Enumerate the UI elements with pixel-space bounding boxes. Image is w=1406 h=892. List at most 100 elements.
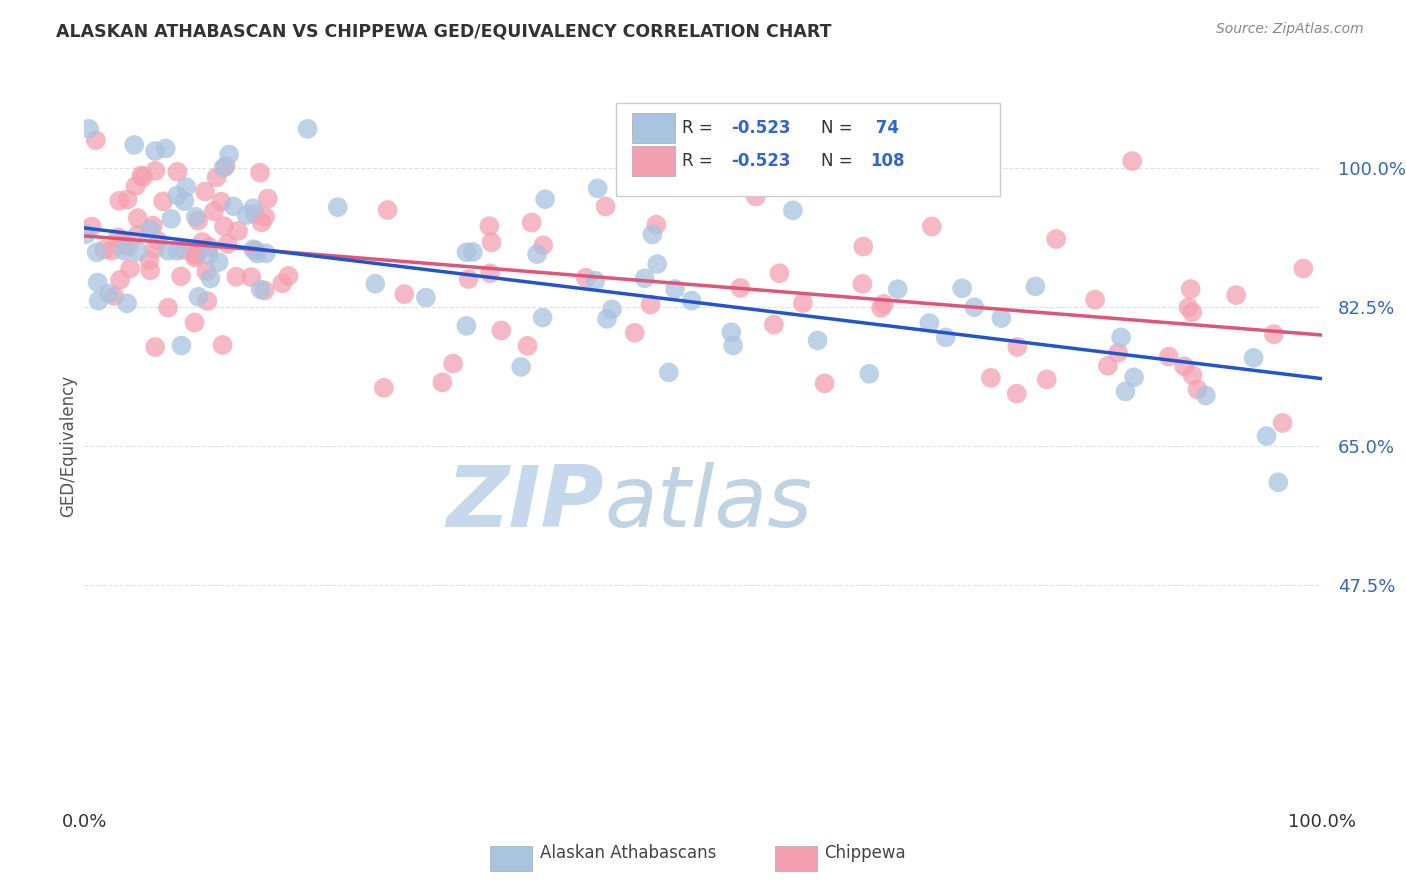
Point: [108, 273, 131, 287]
Point: [990, 311, 1012, 326]
Point: [640, 297, 662, 311]
Text: 108: 108: [870, 152, 904, 169]
Point: [441, 357, 464, 371]
Point: [214, 159, 236, 173]
Point: [138, 253, 160, 268]
Point: [245, 244, 267, 258]
Point: [1097, 359, 1119, 373]
Point: [461, 244, 484, 259]
Point: [155, 141, 177, 155]
Text: N =: N =: [821, 120, 858, 137]
Point: [575, 270, 598, 285]
Point: [195, 265, 218, 279]
Point: [202, 204, 225, 219]
Point: [768, 266, 790, 280]
Point: [107, 230, 129, 244]
Point: [851, 277, 873, 291]
Point: [209, 194, 232, 209]
Point: [326, 200, 349, 214]
Point: [240, 270, 263, 285]
Point: [1109, 330, 1132, 344]
Point: [103, 289, 125, 303]
Point: [1121, 154, 1143, 169]
Point: [918, 316, 941, 330]
Point: [516, 339, 538, 353]
Point: [1180, 282, 1202, 296]
Point: [1045, 232, 1067, 246]
Point: [166, 165, 188, 179]
Point: [100, 244, 122, 258]
Point: [583, 274, 606, 288]
Point: [218, 147, 240, 161]
Point: [146, 234, 169, 248]
Point: [921, 219, 943, 234]
Point: [157, 244, 180, 258]
Text: Alaskan Athabascans: Alaskan Athabascans: [540, 844, 716, 862]
Point: [131, 169, 153, 183]
Point: [127, 244, 149, 259]
Point: [595, 199, 617, 213]
Point: [242, 201, 264, 215]
Text: atlas: atlas: [605, 461, 813, 545]
Point: [183, 316, 205, 330]
Point: [641, 227, 664, 242]
Point: [166, 188, 188, 202]
Point: [1271, 416, 1294, 430]
Text: 74: 74: [870, 120, 898, 137]
Point: [173, 243, 195, 257]
Point: [1263, 327, 1285, 342]
Point: [782, 203, 804, 218]
Point: [173, 194, 195, 209]
Point: [211, 338, 233, 352]
Point: [225, 269, 247, 284]
Point: [152, 194, 174, 209]
Point: [212, 219, 235, 234]
FancyBboxPatch shape: [491, 847, 533, 871]
Point: [623, 326, 645, 340]
Point: [86, 245, 108, 260]
Text: R =: R =: [682, 120, 718, 137]
Point: [143, 340, 166, 354]
Point: [1005, 386, 1028, 401]
Point: [373, 381, 395, 395]
Point: [858, 367, 880, 381]
Point: [645, 257, 668, 271]
Point: [1243, 351, 1265, 365]
Point: [1187, 383, 1209, 397]
Point: [1225, 288, 1247, 302]
Point: [186, 248, 208, 262]
Point: [170, 269, 193, 284]
Point: [792, 296, 814, 310]
Point: [634, 271, 657, 285]
Text: N =: N =: [821, 152, 858, 169]
Point: [122, 138, 145, 153]
Text: Source: ZipAtlas.com: Source: ZipAtlas.com: [1216, 22, 1364, 37]
Point: [120, 261, 142, 276]
Point: [762, 318, 785, 332]
Point: [658, 366, 681, 380]
Point: [1107, 346, 1129, 360]
Point: [87, 293, 110, 308]
Point: [124, 179, 146, 194]
Point: [226, 224, 249, 238]
Point: [253, 210, 276, 224]
Point: [111, 235, 134, 249]
Point: [197, 248, 219, 262]
Point: [115, 296, 138, 310]
Point: [432, 376, 454, 390]
FancyBboxPatch shape: [616, 103, 1000, 196]
Point: [170, 338, 193, 352]
Point: [1036, 372, 1059, 386]
Point: [84, 133, 107, 147]
Point: [253, 284, 276, 298]
Point: [596, 311, 619, 326]
Point: [478, 219, 501, 233]
Text: -0.523: -0.523: [731, 152, 792, 169]
Point: [200, 271, 222, 285]
Point: [491, 323, 513, 337]
Point: [108, 194, 131, 208]
Point: [187, 213, 209, 227]
Point: [887, 282, 910, 296]
Point: [935, 330, 957, 344]
Point: [481, 235, 503, 250]
